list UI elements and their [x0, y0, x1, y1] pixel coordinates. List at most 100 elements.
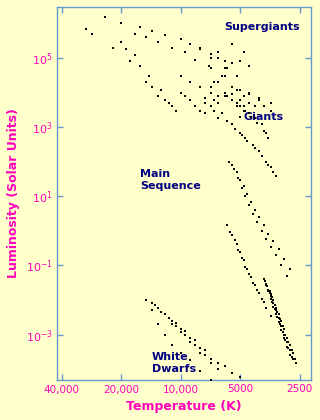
Point — [215, 366, 220, 373]
Point — [238, 176, 243, 183]
Point — [187, 97, 192, 104]
Point — [132, 31, 138, 37]
Point — [271, 300, 276, 307]
Point — [225, 221, 230, 228]
Point — [159, 87, 164, 93]
Point — [225, 92, 230, 99]
Point — [247, 202, 252, 209]
Point — [149, 300, 154, 307]
Point — [238, 113, 243, 120]
Point — [236, 247, 241, 253]
Point — [222, 58, 227, 65]
Point — [228, 229, 233, 236]
Point — [170, 103, 175, 110]
Point — [182, 92, 188, 99]
Point — [149, 28, 154, 34]
Point — [263, 280, 268, 287]
Point — [247, 89, 252, 96]
Point — [138, 24, 143, 30]
Point — [84, 26, 89, 32]
Point — [156, 92, 161, 99]
Point — [225, 118, 230, 124]
Point — [241, 108, 246, 114]
Point — [222, 363, 227, 370]
Point — [259, 228, 264, 234]
Point — [243, 108, 248, 114]
Point — [255, 287, 260, 294]
Point — [178, 328, 183, 335]
Point — [209, 65, 214, 72]
Point — [156, 38, 161, 45]
Point — [229, 60, 235, 67]
Point — [118, 20, 124, 27]
Point — [255, 219, 260, 226]
Point — [225, 65, 230, 72]
Point — [123, 46, 128, 52]
Point — [233, 126, 238, 132]
Point — [222, 89, 227, 96]
Point — [209, 83, 214, 90]
Point — [192, 337, 197, 344]
Text: Supergiants: Supergiants — [225, 22, 300, 32]
Point — [266, 286, 271, 293]
Point — [252, 281, 258, 288]
X-axis label: Temperature (K): Temperature (K) — [126, 400, 242, 413]
Point — [219, 73, 224, 79]
Point — [187, 79, 192, 86]
Point — [279, 326, 284, 333]
Point — [251, 279, 256, 286]
Point — [197, 46, 202, 52]
Point — [170, 318, 175, 324]
Point — [284, 343, 290, 350]
Point — [263, 158, 268, 165]
Point — [272, 306, 277, 312]
Point — [268, 312, 273, 319]
Point — [203, 100, 208, 106]
Point — [187, 41, 192, 47]
Point — [243, 134, 248, 141]
Point — [265, 283, 270, 290]
Point — [262, 278, 268, 285]
Point — [103, 14, 108, 21]
Text: Main
Sequence: Main Sequence — [140, 169, 201, 191]
Point — [174, 323, 179, 329]
Point — [197, 349, 202, 356]
Point — [276, 310, 281, 317]
Point — [146, 73, 151, 79]
Point — [263, 304, 268, 311]
Point — [174, 320, 179, 326]
Point — [245, 190, 250, 197]
Point — [238, 129, 243, 136]
Point — [259, 152, 264, 159]
Point — [229, 369, 235, 376]
Point — [187, 335, 192, 341]
Point — [229, 121, 235, 128]
Point — [170, 321, 175, 328]
Point — [252, 144, 258, 151]
Point — [241, 183, 246, 189]
Point — [261, 298, 266, 305]
Point — [156, 321, 161, 328]
Point — [215, 360, 220, 367]
Point — [163, 97, 168, 104]
Point — [257, 148, 262, 155]
Point — [178, 73, 183, 79]
Y-axis label: Luminosity (Solar Units): Luminosity (Solar Units) — [7, 108, 20, 278]
Point — [249, 198, 254, 205]
Point — [143, 79, 148, 86]
Point — [277, 316, 283, 323]
Point — [239, 184, 244, 191]
Point — [283, 337, 288, 344]
Point — [238, 97, 243, 104]
Point — [257, 94, 262, 101]
Point — [268, 291, 273, 297]
Point — [252, 115, 258, 122]
Point — [229, 97, 235, 104]
Point — [238, 58, 243, 65]
Point — [266, 134, 271, 141]
Point — [273, 310, 278, 317]
Point — [178, 349, 183, 356]
Text: White
Dwarfs: White Dwarfs — [152, 352, 196, 374]
Point — [163, 310, 168, 317]
Point — [245, 265, 250, 272]
